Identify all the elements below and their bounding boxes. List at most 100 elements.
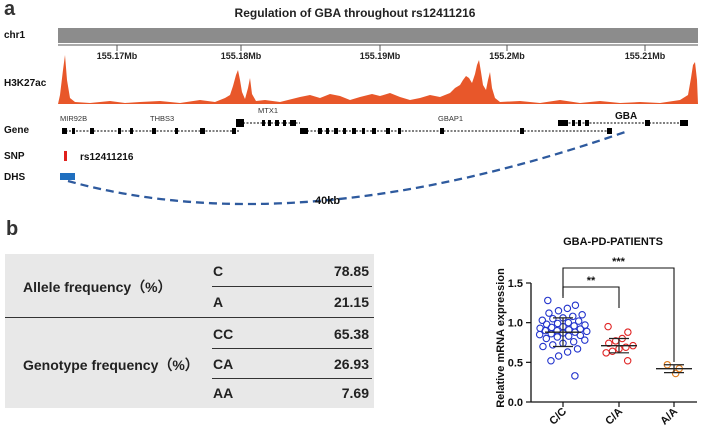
table-group-genotype-frequency: Genotype frequency（%） <box>23 357 199 373</box>
track-label-dhs: DHS <box>4 172 26 183</box>
gene-label-gbap1: GBAP1 <box>438 114 463 123</box>
position-axis: 155.17Mb 155.18Mb 155.19Mb 155.2Mb 155.2… <box>58 44 698 61</box>
y-tick-label-1: 0.5 <box>508 357 523 369</box>
position-tick-3: 155.19Mb <box>360 45 401 61</box>
table-value-ca: 26.93 <box>333 356 369 372</box>
x-ticks: C/C C/A A/A <box>547 402 680 428</box>
table-group-divider <box>5 317 374 318</box>
gene-model-upper-row <box>236 119 688 127</box>
gene-label-thbs3: THBS3 <box>150 114 174 123</box>
point-CC-35 <box>549 341 557 349</box>
snp-marker <box>64 151 67 161</box>
point-CC-9 <box>538 316 547 325</box>
chromosome-bar <box>58 28 698 43</box>
y-tick-label-3: 1.5 <box>508 278 523 290</box>
table-row-divider <box>212 286 372 287</box>
table-genotype-a: A <box>213 294 224 310</box>
x-tick-label-1: C/A <box>603 406 625 428</box>
table-genotype-c: C <box>213 263 224 279</box>
y-tick-label-2: 1.0 <box>508 318 523 330</box>
point-CC-29 <box>564 332 573 340</box>
position-tick-label-4: 155.2Mb <box>489 51 525 61</box>
gene-label-gba: GBA <box>615 111 637 122</box>
mean-sd-bars <box>545 317 692 374</box>
position-tick-label-1: 155.17Mb <box>97 51 138 61</box>
track-label-h3k27ac: H3K27ac <box>4 78 47 89</box>
point-CC-0 <box>544 296 552 305</box>
point-CC-8 <box>549 314 557 323</box>
point-CC-30 <box>553 333 562 341</box>
table-genotype-cc: CC <box>213 326 234 342</box>
chromatin-loop-arc <box>67 129 629 206</box>
x-tick-label-2: A/A <box>658 406 680 428</box>
position-tick-1: 155.17Mb <box>97 45 138 61</box>
point-CA-0 <box>604 322 612 331</box>
y-axis-label: Relative mRNA expression <box>495 268 507 408</box>
panel-a-label: a <box>4 0 16 20</box>
track-label-gene: Gene <box>4 125 30 136</box>
significance-brackets: ***** <box>562 256 675 362</box>
panel-b-label: b <box>6 218 19 240</box>
table-genotype-ca: CA <box>213 356 234 372</box>
significance-bracket-0 <box>562 286 620 308</box>
point-CC-1 <box>571 301 580 309</box>
table-group-allele-frequency: Allele frequency（%） <box>23 279 172 295</box>
gene-label-mir92b: MIR92B <box>60 114 87 123</box>
significance-bracket-1 <box>562 267 675 362</box>
point-CA-4 <box>605 339 613 348</box>
table-value-aa: 7.69 <box>341 385 369 401</box>
point-CC-12 <box>553 319 562 328</box>
gene-track: MIR92B THBS3 MTX1 GBAP1 GBA <box>60 106 688 134</box>
point-CA-8 <box>608 347 617 355</box>
point-CC-33 <box>569 337 578 346</box>
point-CC-26 <box>547 330 555 338</box>
table-row-divider <box>212 348 372 349</box>
point-CA-10 <box>623 356 632 365</box>
table-value-a: 21.15 <box>333 294 369 310</box>
gene-label-mtx1: MTX1 <box>258 106 278 115</box>
genome-browser-panel: 155.17Mb 155.18Mb 155.19Mb 155.2Mb 155.2… <box>58 28 698 207</box>
point-CC-2 <box>563 304 572 313</box>
position-tick-label-5: 155.21Mb <box>625 51 666 61</box>
gene-model-lower-row <box>62 128 612 134</box>
genotype-frequency-table: Allele frequency（%） C 78.85 A 21.15 Geno… <box>5 254 374 408</box>
table-value-c: 78.85 <box>333 263 369 279</box>
point-CC-6 <box>569 312 577 321</box>
point-CC-38 <box>563 348 572 356</box>
loop-distance-label: 40kb <box>315 195 340 207</box>
position-tick-5: 155.21Mb <box>625 45 666 61</box>
dhs-element <box>60 173 75 180</box>
table-value-cc: 65.38 <box>333 326 369 342</box>
y-tick-label-0: 0.0 <box>508 397 523 409</box>
point-CC-11 <box>564 318 573 327</box>
panel-a-title: Regulation of GBA throughout rs12411216 <box>234 6 476 20</box>
position-tick-label-3: 155.19Mb <box>360 51 401 61</box>
point-CC-5 <box>578 310 586 319</box>
point-CA-6 <box>622 343 630 352</box>
track-label-snp: SNP <box>4 151 25 162</box>
point-CC-32 <box>581 336 589 344</box>
position-tick-2: 155.18Mb <box>221 45 262 61</box>
table-row-divider <box>212 378 372 379</box>
point-CC-22 <box>541 326 550 335</box>
point-CC-27 <box>535 330 544 339</box>
point-CA-9 <box>602 349 610 357</box>
table-genotype-aa: AA <box>213 385 234 401</box>
point-CC-41 <box>571 372 579 380</box>
point-CC-39 <box>554 352 563 360</box>
point-AA-2 <box>671 369 680 378</box>
significance-label-1: *** <box>612 256 626 268</box>
point-CC-31 <box>542 334 551 343</box>
y-ticks: 0.0 0.5 1.0 1.5 <box>508 278 531 409</box>
snp-id-label: rs12411216 <box>80 152 134 163</box>
point-CC-10 <box>574 317 583 325</box>
significance-label-0: ** <box>587 275 596 287</box>
x-tick-label-0: C/C <box>547 406 569 428</box>
position-tick-label-2: 155.18Mb <box>221 51 262 61</box>
position-tick-4: 155.2Mb <box>489 45 525 61</box>
point-CA-1 <box>624 328 632 336</box>
point-CC-23 <box>583 327 591 336</box>
track-label-chromosome: chr1 <box>4 30 26 41</box>
point-CC-37 <box>573 345 582 353</box>
